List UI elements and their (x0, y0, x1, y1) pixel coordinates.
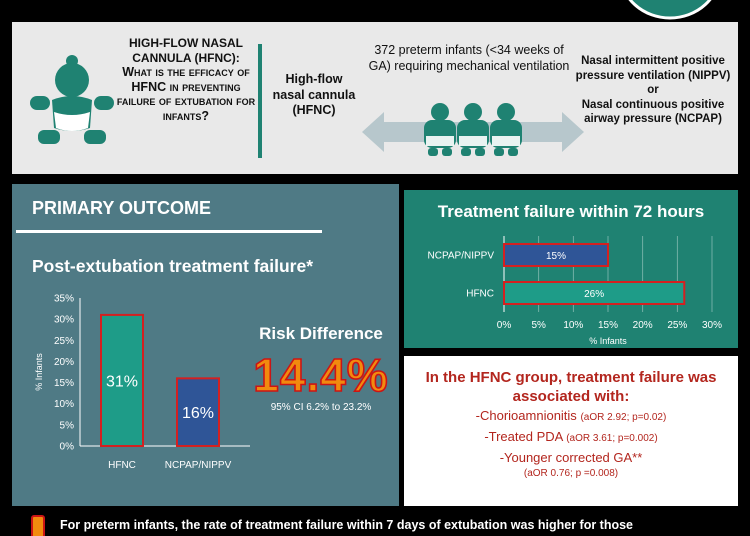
infant-icon-1 (424, 103, 456, 156)
y-tick-label: 20% (54, 357, 74, 368)
conclusion-text: For preterm infants, the rate of treatme… (60, 518, 634, 532)
item2-label: -Treated PDA (484, 429, 563, 444)
treatment-failure-72h-bar-chart: 0% 5% 10% 15% 20% 25% 30% % Infants 15% NCPAP/NIP… (428, 236, 722, 346)
hfnc-arm-label: High-flow nasal cannula (HFNC) (272, 72, 356, 117)
study-overview-card: HIGH-FLOW NASAL CANNULA (HFNC): What is … (12, 22, 738, 174)
randomization-graphic (362, 103, 584, 156)
x-tick-label: NCPAP/NIPPV (165, 460, 232, 471)
bar-ncpap-nippv (176, 377, 220, 447)
x-tick-label: 25% (667, 320, 687, 331)
comparator-arm-label: Nasal intermittent positive pressure ven… (570, 54, 736, 127)
data-label: 15% (546, 251, 566, 262)
y-tick-label: HFNC (466, 289, 494, 300)
question-rest: What is the efficacy of HFNC in preventi… (116, 65, 256, 123)
data-label: 26% (584, 289, 604, 300)
top-bar (0, 0, 750, 20)
association-heading-line2: associated with: (512, 388, 630, 405)
x-tick-label: 30% (702, 320, 722, 331)
chart1-title: Post-extubation treatment failure* (32, 256, 314, 276)
question-line2: CANNULA (HFNC): (132, 50, 240, 65)
infant-icon-3 (490, 103, 522, 156)
y-tick-label: 35% (54, 294, 74, 305)
infant-icon (30, 55, 114, 144)
y-tick-label: 0% (60, 442, 75, 453)
item1-label: -Chorioamnionitis (475, 408, 577, 423)
y-tick-label: 15% (54, 378, 74, 389)
journal-logo-icon (628, 0, 712, 20)
x-tick-label: 5% (531, 320, 546, 331)
association-item-pda: -Treated PDA (aOR 3.61; p=0.002) (404, 427, 738, 448)
item2-stats: (aOR 3.61; p=0.002) (566, 433, 658, 444)
association-box: In the HFNC group, treatment failure was… (404, 356, 738, 506)
association-item-ga-stats: (aOR 0.76; p =0.008) (523, 468, 619, 479)
data-label: 31% (106, 373, 138, 390)
risk-difference-box: Risk Difference 14.4% 95% CI 6.2% to 23.… (246, 324, 396, 413)
chart2-title: Treatment failure within 72 hours (437, 202, 705, 221)
bar-hfnc (100, 313, 144, 447)
or-label: or (647, 84, 659, 96)
association-heading-line1: In the HFNC group, treatment failure was (425, 369, 717, 386)
question-line1: HIGH-FLOW NASAL (129, 36, 243, 50)
risk-difference-title: Risk Difference (259, 324, 383, 343)
post-extubation-bar-chart: 0% 5% 10% 15% 20% 25% 30% 35% % Infants 31% HFNC 16… (34, 294, 250, 471)
y-tick-label: 10% (54, 399, 74, 410)
population-label: 372 preterm infants (<34 weeks of GA) re… (368, 43, 570, 73)
item1-stats: (aOR 2.92; p=0.02) (580, 412, 667, 423)
x-tick-label: 20% (633, 320, 653, 331)
y-tick-label: NCPAP/NIPPV (428, 251, 495, 262)
research-question: HIGH-FLOW NASAL CANNULA (HFNC): What is … (112, 36, 260, 123)
association-item-chorioamnionitis: -Chorioamnionitis (aOR 2.92; p=0.02) (404, 406, 738, 427)
association-heading: In the HFNC group, treatment failure was… (404, 368, 738, 406)
primary-outcome-heading: PRIMARY OUTCOME (32, 198, 212, 218)
heading-underline (16, 230, 322, 233)
y-tick-label: 25% (54, 336, 74, 347)
risk-difference-ci: 95% CI 6.2% to 23.2% (270, 402, 372, 413)
ncpap-label: Nasal continuous positive airway pressur… (581, 98, 725, 126)
y-axis-label: % Infants (34, 353, 44, 391)
conclusion-bar: For preterm infants, the rate of treatme… (0, 510, 750, 536)
nippv-label: Nasal intermittent positive pressure ven… (575, 55, 731, 82)
bar-ncpap-nippv (503, 243, 609, 267)
primary-outcome-panel: PRIMARY OUTCOME Post-extubation treatmen… (12, 184, 399, 506)
treatment-failure-72h-panel: Treatment failure within 72 hours 0% 5% 10… (404, 190, 738, 348)
x-tick-label: 10% (563, 320, 583, 331)
data-label: 16% (182, 405, 214, 422)
infant-icon-2 (457, 103, 489, 156)
bar-hfnc (503, 281, 686, 305)
x-axis-label: % Infants (589, 336, 627, 346)
divider-line (258, 44, 262, 158)
exclamation-icon (31, 515, 45, 536)
x-tick-label: 0% (497, 320, 512, 331)
x-tick-label: HFNC (108, 460, 136, 471)
risk-difference-value: 14.4% (252, 349, 389, 401)
y-tick-label: 5% (60, 420, 75, 431)
y-tick-label: 30% (54, 315, 74, 326)
association-item-ga: -Younger corrected GA** (499, 450, 643, 465)
x-tick-label: 15% (598, 320, 618, 331)
